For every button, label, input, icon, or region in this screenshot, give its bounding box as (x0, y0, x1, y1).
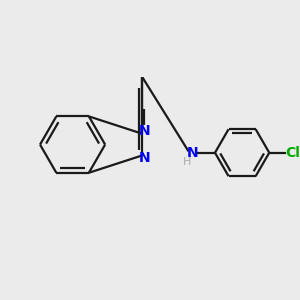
Text: H: H (183, 157, 191, 167)
Text: N: N (139, 151, 150, 165)
Text: N: N (187, 146, 198, 160)
Text: N: N (139, 124, 150, 138)
Text: Cl: Cl (285, 146, 300, 160)
